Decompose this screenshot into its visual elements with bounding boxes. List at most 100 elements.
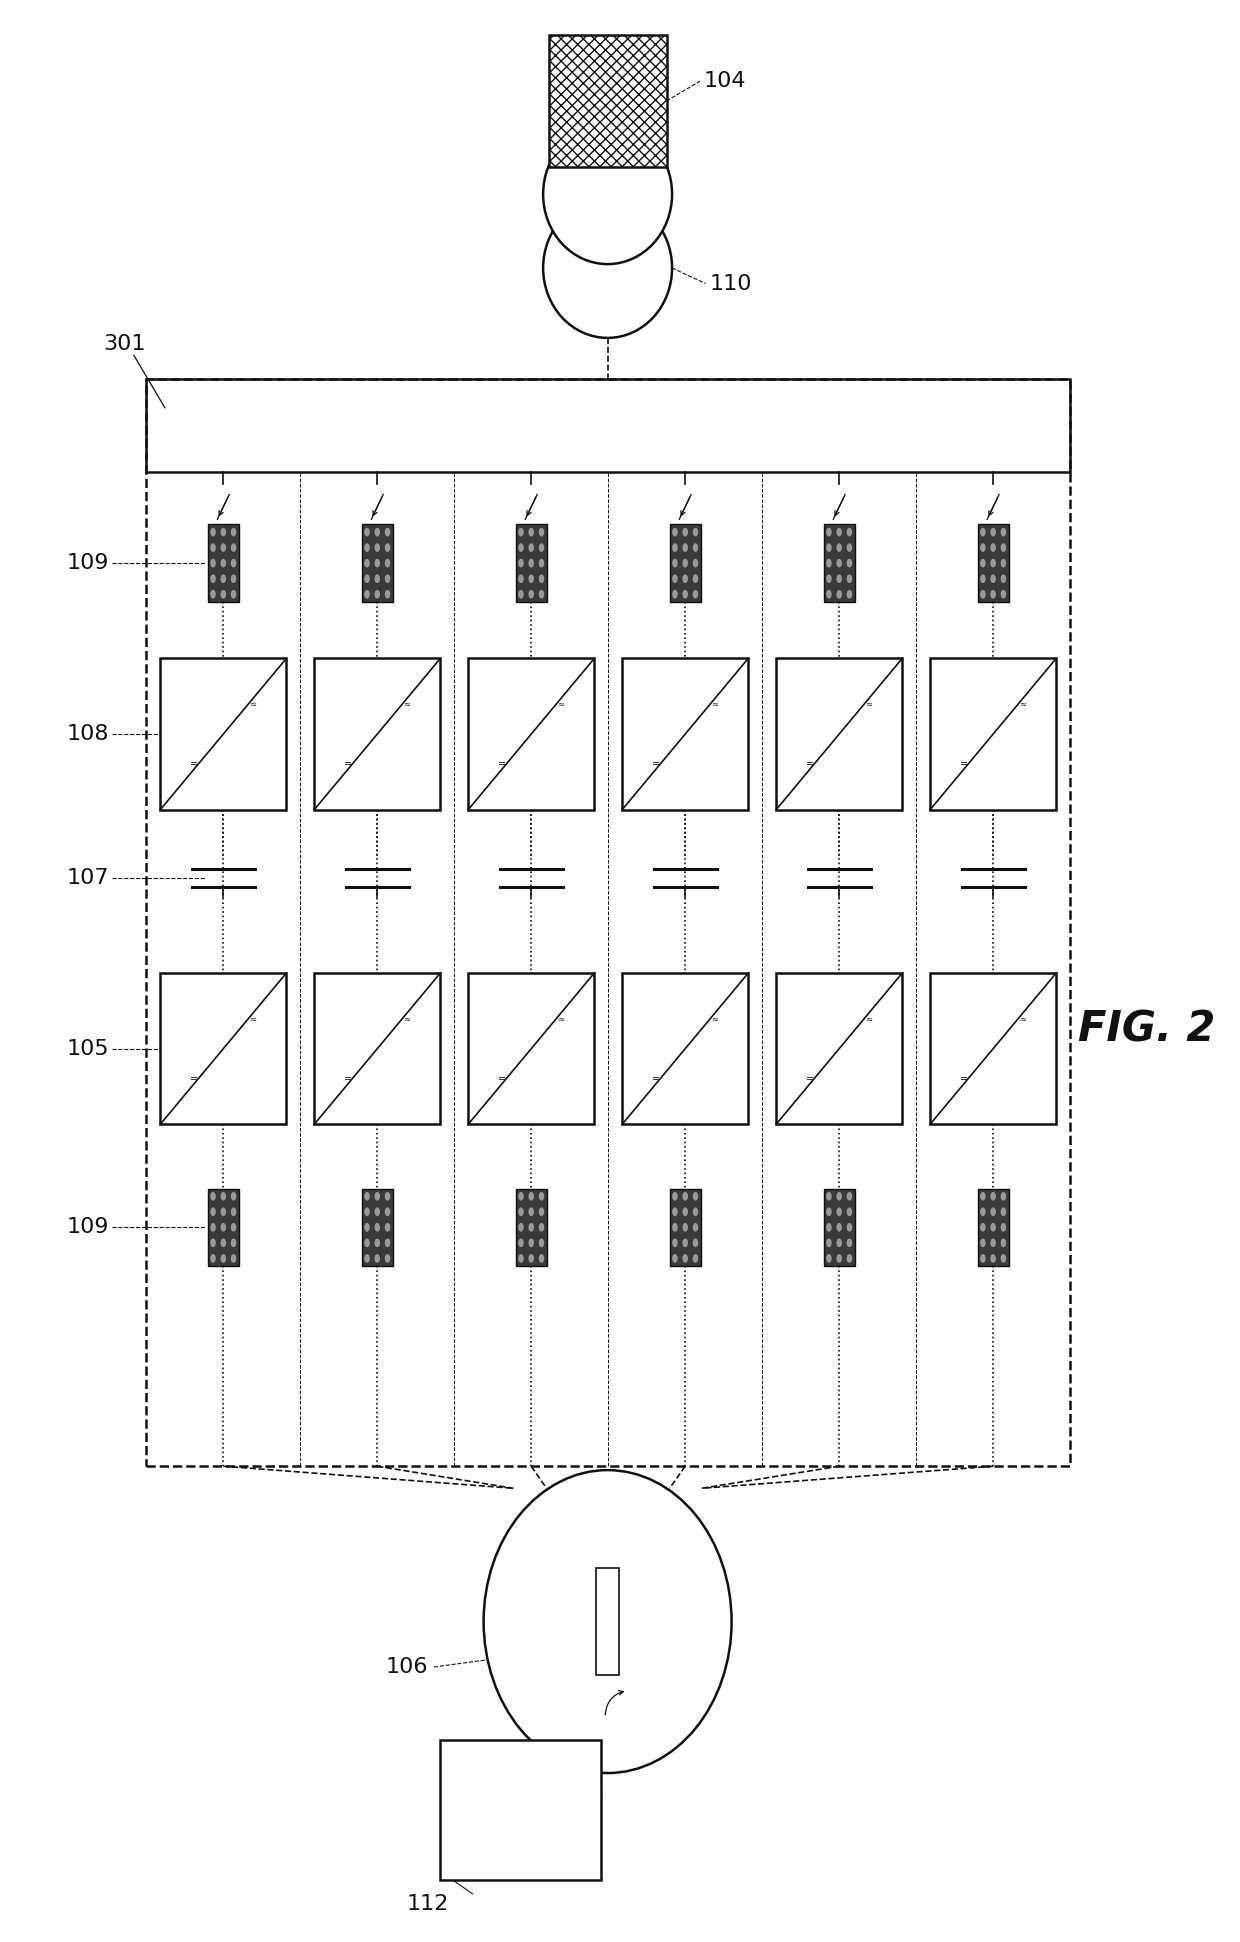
Circle shape	[231, 544, 237, 552]
Bar	[776, 658, 903, 810]
Circle shape	[384, 544, 391, 552]
Circle shape	[980, 575, 986, 583]
Circle shape	[211, 528, 216, 536]
Circle shape	[980, 1223, 986, 1231]
Circle shape	[847, 575, 852, 583]
Circle shape	[826, 528, 832, 536]
Circle shape	[384, 528, 391, 536]
Text: =: =	[498, 759, 506, 769]
Circle shape	[1001, 559, 1006, 567]
Text: =: =	[960, 759, 968, 769]
Circle shape	[528, 1223, 534, 1231]
Circle shape	[991, 1223, 996, 1231]
Circle shape	[374, 1208, 379, 1216]
Circle shape	[837, 1255, 842, 1262]
Circle shape	[374, 544, 379, 552]
Circle shape	[826, 575, 832, 583]
Circle shape	[211, 1192, 216, 1200]
Circle shape	[374, 528, 379, 536]
Circle shape	[1001, 544, 1006, 552]
Text: 104: 104	[704, 72, 746, 91]
Circle shape	[384, 575, 391, 583]
Circle shape	[847, 1192, 852, 1200]
Circle shape	[384, 590, 391, 598]
Bar	[670, 524, 701, 602]
Text: =: =	[652, 1074, 660, 1084]
Text: ≈: ≈	[403, 699, 409, 709]
Circle shape	[538, 575, 544, 583]
Circle shape	[221, 590, 226, 598]
Circle shape	[538, 590, 544, 598]
Circle shape	[672, 544, 678, 552]
Text: 108: 108	[67, 724, 109, 744]
Circle shape	[384, 1239, 391, 1247]
Circle shape	[826, 1255, 832, 1262]
Circle shape	[518, 559, 523, 567]
Circle shape	[682, 1255, 688, 1262]
Circle shape	[980, 1208, 986, 1216]
Bar	[776, 973, 903, 1124]
Circle shape	[518, 1239, 523, 1247]
Bar	[516, 1189, 547, 1266]
Bar	[440, 1740, 601, 1880]
Circle shape	[980, 590, 986, 598]
Circle shape	[1001, 1255, 1006, 1262]
Text: ≈: ≈	[864, 1014, 872, 1023]
Text: 110: 110	[709, 274, 751, 293]
Circle shape	[374, 559, 379, 567]
Circle shape	[365, 1208, 370, 1216]
Bar	[314, 658, 440, 810]
Circle shape	[837, 575, 842, 583]
Circle shape	[847, 528, 852, 536]
Ellipse shape	[543, 198, 672, 338]
Circle shape	[365, 559, 370, 567]
Circle shape	[682, 1239, 688, 1247]
Circle shape	[365, 590, 370, 598]
Circle shape	[991, 1192, 996, 1200]
Circle shape	[211, 1208, 216, 1216]
Circle shape	[231, 1239, 237, 1247]
Circle shape	[518, 575, 523, 583]
Circle shape	[365, 575, 370, 583]
Circle shape	[980, 1255, 986, 1262]
Circle shape	[980, 559, 986, 567]
Circle shape	[693, 1255, 698, 1262]
Circle shape	[837, 559, 842, 567]
Circle shape	[837, 1223, 842, 1231]
Text: 106: 106	[386, 1657, 428, 1678]
Circle shape	[980, 1192, 986, 1200]
Circle shape	[682, 575, 688, 583]
Circle shape	[528, 590, 534, 598]
Bar	[977, 524, 1008, 602]
Circle shape	[1001, 1192, 1006, 1200]
Circle shape	[672, 559, 678, 567]
Circle shape	[221, 528, 226, 536]
Text: 301: 301	[103, 334, 145, 353]
Text: =: =	[190, 1074, 198, 1084]
Circle shape	[528, 1255, 534, 1262]
Circle shape	[231, 1192, 237, 1200]
Bar	[362, 1189, 393, 1266]
Circle shape	[847, 590, 852, 598]
Circle shape	[837, 590, 842, 598]
Bar	[930, 658, 1056, 810]
Text: ≈: ≈	[711, 1014, 718, 1023]
Circle shape	[528, 544, 534, 552]
Circle shape	[837, 1192, 842, 1200]
Circle shape	[231, 1255, 237, 1262]
Text: ≈: ≈	[403, 1014, 409, 1023]
Circle shape	[518, 544, 523, 552]
Circle shape	[826, 1239, 832, 1247]
Text: =: =	[345, 759, 352, 769]
Circle shape	[221, 1208, 226, 1216]
Circle shape	[231, 1208, 237, 1216]
Circle shape	[826, 1208, 832, 1216]
Circle shape	[211, 1239, 216, 1247]
Bar	[160, 658, 286, 810]
Text: ≈: ≈	[1019, 699, 1025, 709]
Circle shape	[365, 1239, 370, 1247]
Bar	[977, 1189, 1008, 1266]
Circle shape	[980, 528, 986, 536]
Circle shape	[693, 544, 698, 552]
Circle shape	[538, 1255, 544, 1262]
